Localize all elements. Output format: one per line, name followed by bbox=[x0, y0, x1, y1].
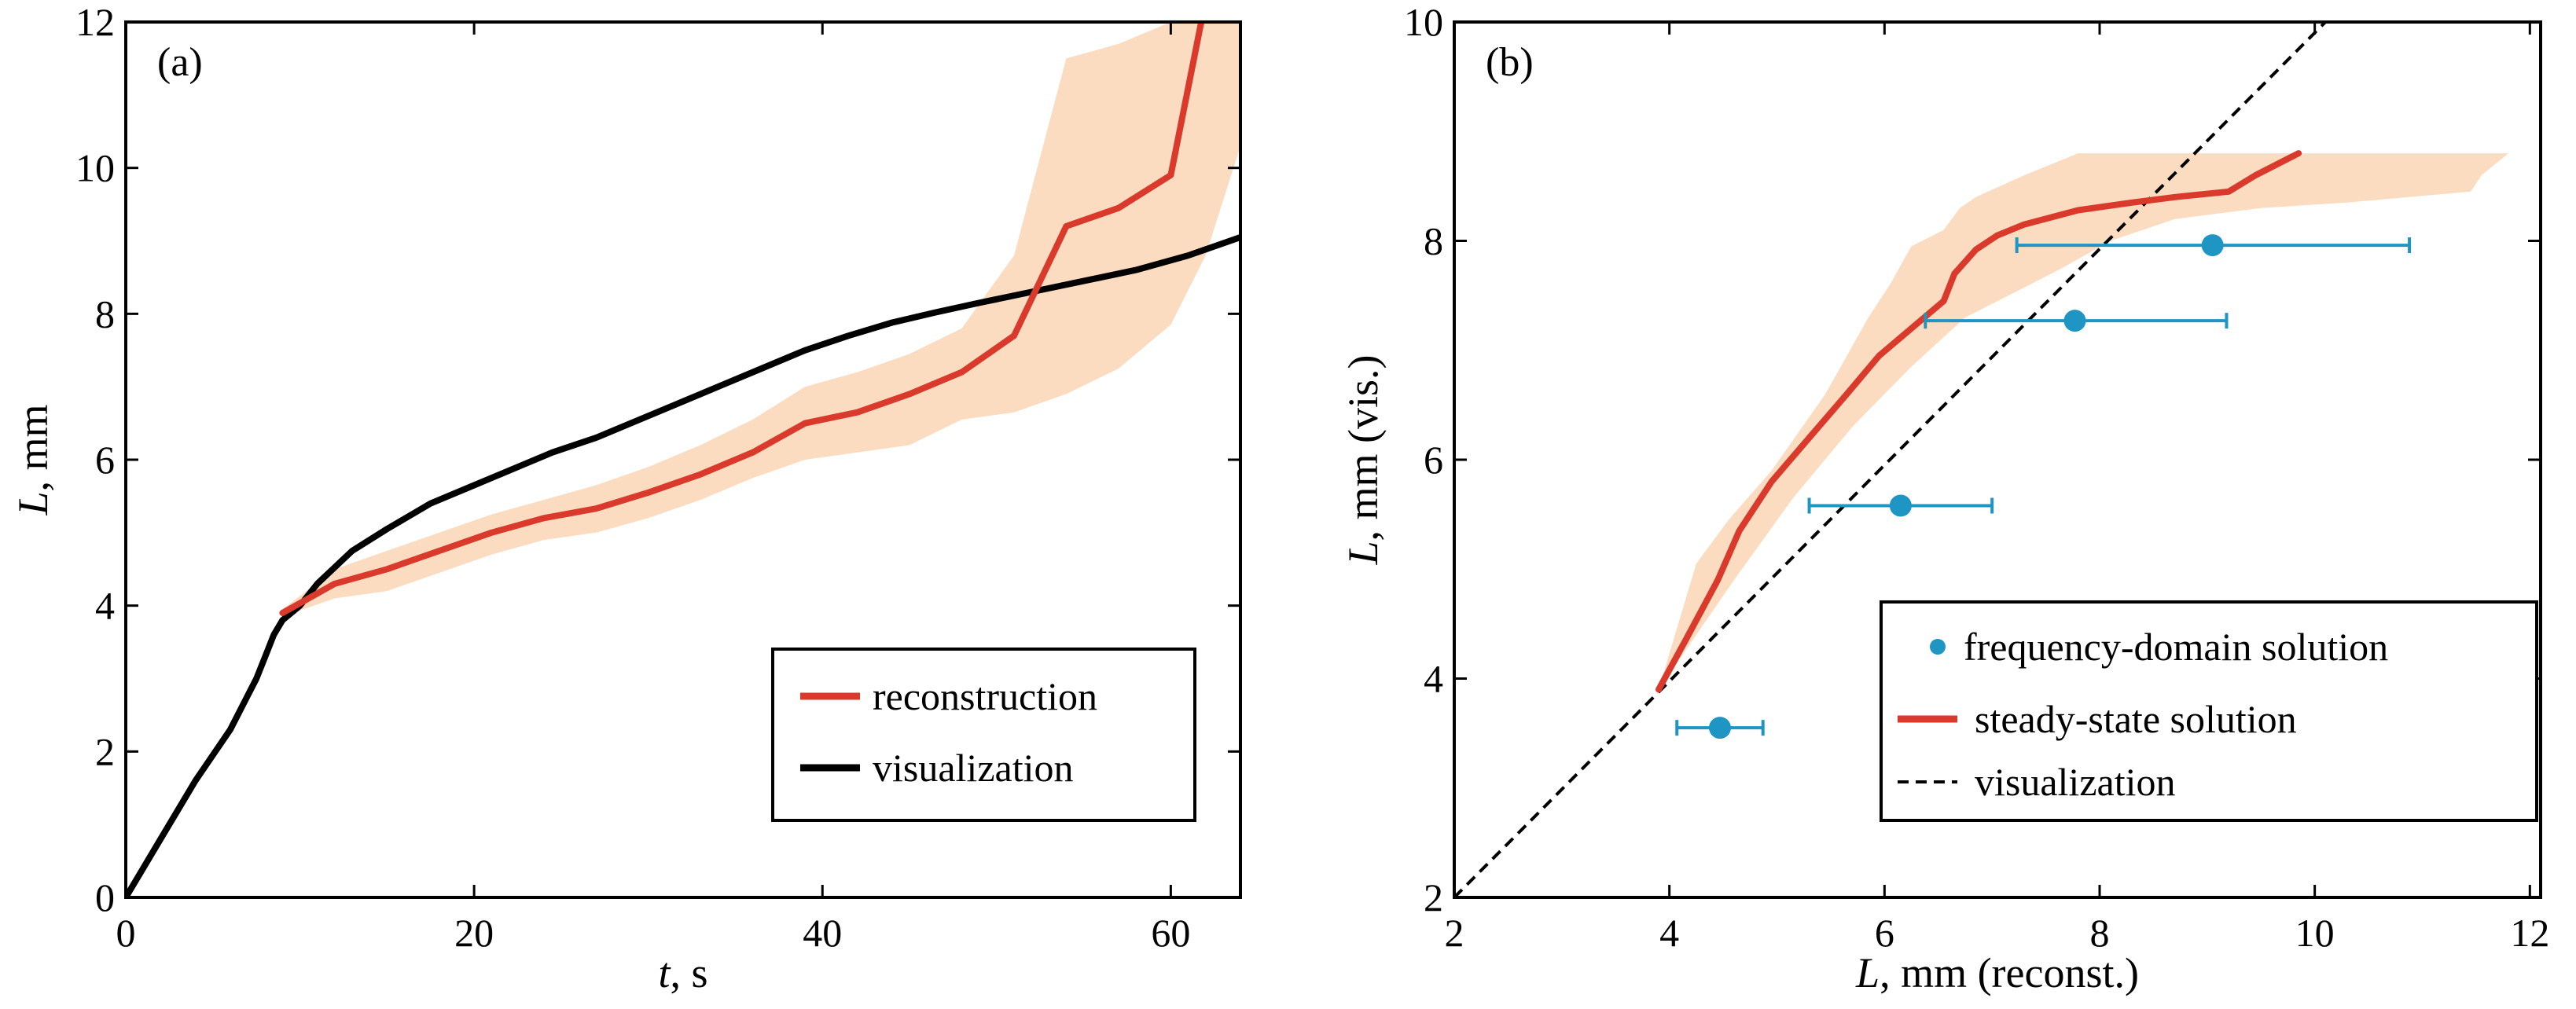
frequency-domain-point bbox=[2063, 310, 2086, 332]
visualization-diagonal-line bbox=[1454, 22, 2327, 897]
legend-label-frequency: frequency-domain solution bbox=[1964, 625, 2388, 669]
panel-b-y-tick-label: 8 bbox=[1424, 219, 1443, 263]
panel-b-plot-area bbox=[1454, 22, 2508, 897]
panel-a-series bbox=[126, 22, 1240, 897]
reconstruction-line bbox=[279, 22, 1205, 616]
visualization-line bbox=[126, 233, 1240, 897]
steady-state-uncertainty-band bbox=[1659, 153, 2508, 690]
panel-b-x-tick-label: 8 bbox=[2089, 911, 2109, 955]
panel-a-label: (a) bbox=[157, 40, 203, 85]
legend-label-visualization: visualization bbox=[873, 746, 1074, 790]
panel-a: 0 20 40 60 0 2 4 6 8 10 12 (a) t, s L, mm reconstr… bbox=[9, 0, 1242, 996]
panel-a-y-axis-label: L, mm bbox=[9, 404, 57, 516]
panel-a-y-tick-label: 4 bbox=[95, 584, 115, 628]
panel-b-label: (b) bbox=[1486, 40, 1534, 85]
panel-a-y-tick-label: 12 bbox=[75, 0, 115, 44]
frequency-domain-point bbox=[1708, 717, 1731, 739]
panel-a-x-tick-label: 40 bbox=[803, 911, 842, 955]
legend-marker-frequency bbox=[1930, 639, 1946, 655]
panel-b-y-tick-label: 10 bbox=[1404, 0, 1443, 44]
panel-a-y-tick-label: 10 bbox=[75, 146, 115, 190]
panel-b-y-tick-label: 6 bbox=[1424, 438, 1443, 482]
frequency-domain-point bbox=[2201, 234, 2224, 257]
frequency-domain-point bbox=[1889, 494, 1912, 517]
panel-b-x-axis-label: L, mm (reconst.) bbox=[1855, 949, 2139, 996]
reconstruction-uncertainty-band bbox=[282, 22, 1240, 617]
panel-b: 2 4 6 8 10 12 2 4 6 8 10 (b) L, mm (reconst.) L, m… bbox=[1339, 0, 2549, 996]
legend-label-steady-state: steady-state solution bbox=[1975, 697, 2297, 741]
panel-a-legend: reconstruction visualization bbox=[771, 648, 1196, 822]
panel-a-y-tick-label: 8 bbox=[95, 292, 115, 336]
panel-a-x-tick-label: 0 bbox=[116, 911, 136, 955]
panel-a-x-tick-label: 60 bbox=[1151, 911, 1190, 955]
panel-a-y-tick-label: 6 bbox=[95, 438, 115, 482]
panel-b-x-tick-label: 6 bbox=[1875, 911, 1894, 955]
panel-b-y-tick-label: 2 bbox=[1424, 875, 1443, 919]
steady-state-line bbox=[1655, 150, 2302, 693]
panel-b-legend-box bbox=[1880, 600, 2538, 822]
panel-b-x-tick-label: 2 bbox=[1445, 911, 1464, 955]
panel-a-ticks: 0 20 40 60 0 2 4 6 8 10 12 bbox=[75, 0, 1240, 955]
panel-b-legend: frequency-domain solution steady-state s… bbox=[1880, 600, 2538, 822]
panel-b-ticks: 2 4 6 8 10 12 2 4 6 8 10 bbox=[1404, 0, 2549, 955]
panel-b-x-tick-label: 10 bbox=[2295, 911, 2335, 955]
panel-a-x-tick-label: 20 bbox=[454, 911, 494, 955]
panel-a-plot-area bbox=[126, 22, 1240, 897]
panel-b-series bbox=[1454, 22, 2508, 897]
panel-b-x-tick-label: 4 bbox=[1659, 911, 1679, 955]
legend-label-reconstruction: reconstruction bbox=[873, 674, 1097, 718]
panel-a-legend-box bbox=[771, 648, 1196, 822]
panel-a-x-axis-label: t, s bbox=[658, 949, 707, 996]
panel-a-y-tick-label: 2 bbox=[95, 729, 115, 773]
panel-b-y-tick-label: 4 bbox=[1424, 657, 1443, 701]
panel-b-y-axis-label: L, mm (vis.) bbox=[1339, 354, 1387, 565]
panel-b-x-tick-label: 12 bbox=[2510, 911, 2549, 955]
legend-label-visualization-b: visualization bbox=[1975, 760, 2176, 804]
panel-a-y-tick-label: 0 bbox=[95, 875, 115, 919]
